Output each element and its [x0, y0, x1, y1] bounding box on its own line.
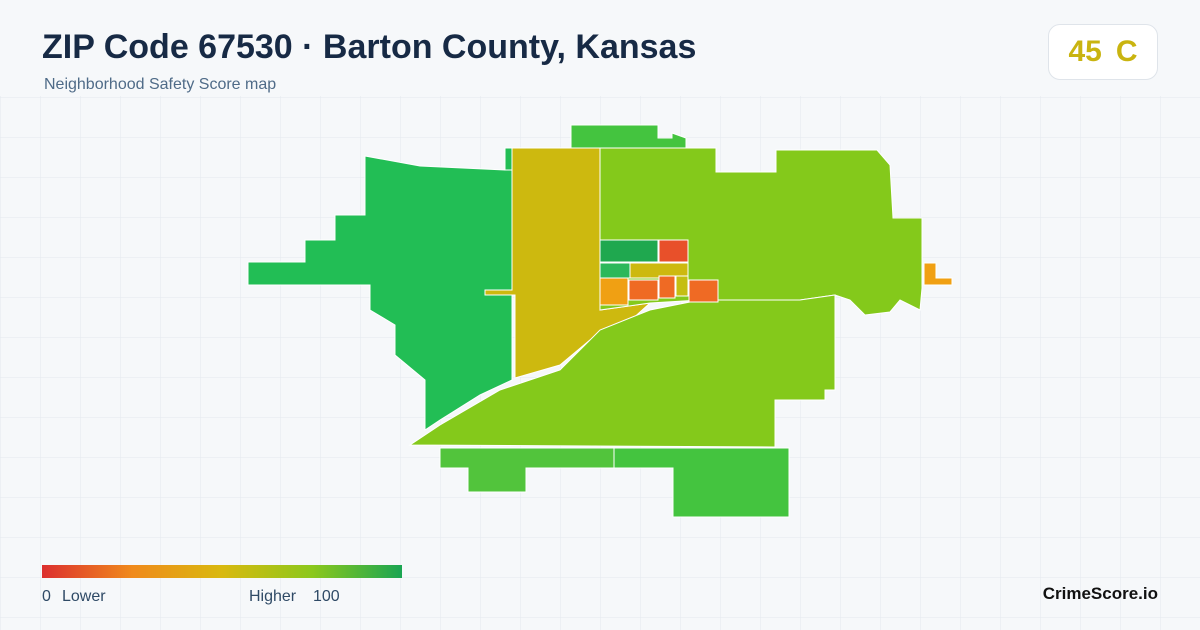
- title: ZIP Code 67530 · Barton County, Kansas: [42, 28, 697, 66]
- legend-min-label: Lower: [62, 588, 106, 605]
- tract-red-3: [658, 275, 676, 299]
- area-south-lime: [408, 294, 836, 448]
- tract-red-2: [628, 279, 659, 301]
- brand: CrimeScore.io: [1042, 584, 1158, 603]
- tract-red-4: [688, 279, 719, 303]
- legend-max-label: Higher: [249, 588, 297, 605]
- score-value: 45: [1068, 35, 1102, 68]
- score-badge: 45 C: [1048, 24, 1158, 80]
- area-south-east: [613, 447, 790, 518]
- area-west-small: [504, 147, 513, 171]
- subtitle: Neighborhood Safety Score map: [44, 76, 277, 93]
- tract-red: [658, 239, 689, 263]
- legend-gradient: [42, 565, 402, 578]
- tract-orange: [599, 277, 629, 306]
- score-grade: C: [1115, 35, 1138, 68]
- tract-green: [599, 239, 659, 263]
- tract-green-2: [599, 262, 631, 279]
- tract-olive: [675, 275, 689, 297]
- legend-max: 100: [313, 588, 340, 605]
- area-east-orange: [923, 262, 953, 286]
- legend-min: 0: [42, 588, 51, 605]
